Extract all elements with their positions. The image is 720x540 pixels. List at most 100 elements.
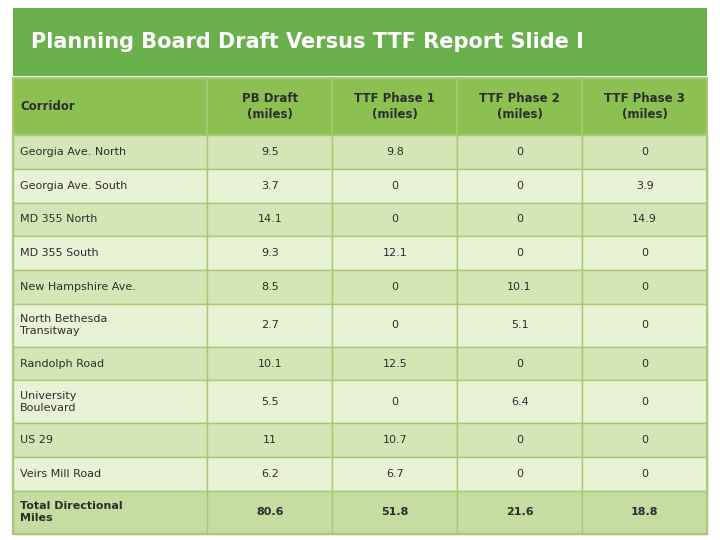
- Text: 9.3: 9.3: [261, 248, 279, 258]
- Text: 0: 0: [516, 469, 523, 479]
- Bar: [582, 135, 707, 169]
- Bar: [582, 491, 707, 534]
- Bar: [332, 457, 457, 491]
- Bar: [13, 380, 207, 423]
- Bar: [457, 78, 582, 135]
- Bar: [582, 457, 707, 491]
- Text: 0: 0: [391, 181, 398, 191]
- Bar: [332, 347, 457, 380]
- Bar: [13, 78, 707, 534]
- Bar: [332, 304, 457, 347]
- Text: 0: 0: [641, 320, 648, 330]
- Text: 3.7: 3.7: [261, 181, 279, 191]
- Bar: [457, 270, 582, 304]
- Text: New Hampshire Ave.: New Hampshire Ave.: [20, 282, 136, 292]
- Text: 0: 0: [391, 282, 398, 292]
- Bar: [207, 237, 332, 270]
- Text: 14.1: 14.1: [257, 214, 282, 225]
- Bar: [332, 202, 457, 237]
- Text: 10.1: 10.1: [258, 359, 282, 368]
- Text: MD 355 North: MD 355 North: [20, 214, 97, 225]
- Text: Total Directional
Miles: Total Directional Miles: [20, 501, 123, 523]
- Bar: [13, 270, 207, 304]
- Bar: [457, 457, 582, 491]
- Bar: [207, 491, 332, 534]
- Text: North Bethesda
Transitway: North Bethesda Transitway: [20, 314, 107, 336]
- Bar: [332, 169, 457, 202]
- Bar: [207, 135, 332, 169]
- Text: 0: 0: [516, 359, 523, 368]
- Text: MD 355 South: MD 355 South: [20, 248, 99, 258]
- Bar: [582, 347, 707, 380]
- Text: 0: 0: [516, 147, 523, 157]
- Text: 0: 0: [391, 397, 398, 407]
- Bar: [13, 457, 207, 491]
- Text: 10.7: 10.7: [382, 435, 407, 445]
- Text: 11: 11: [263, 435, 276, 445]
- Text: Planning Board Draft Versus TTF Report Slide I: Planning Board Draft Versus TTF Report S…: [31, 32, 584, 52]
- Bar: [457, 423, 582, 457]
- Bar: [582, 423, 707, 457]
- Text: 6.2: 6.2: [261, 469, 279, 479]
- Bar: [207, 457, 332, 491]
- Text: 0: 0: [641, 397, 648, 407]
- Bar: [207, 78, 332, 135]
- Bar: [582, 270, 707, 304]
- Bar: [13, 237, 207, 270]
- Text: 18.8: 18.8: [631, 507, 658, 517]
- Text: Veirs Mill Road: Veirs Mill Road: [20, 469, 102, 479]
- Bar: [207, 270, 332, 304]
- Text: US 29: US 29: [20, 435, 53, 445]
- Bar: [13, 169, 207, 202]
- Bar: [13, 8, 707, 76]
- Bar: [457, 169, 582, 202]
- Bar: [332, 380, 457, 423]
- Bar: [207, 347, 332, 380]
- Bar: [13, 135, 207, 169]
- Text: 0: 0: [641, 248, 648, 258]
- Text: 0: 0: [641, 469, 648, 479]
- Bar: [207, 304, 332, 347]
- Text: 3.9: 3.9: [636, 181, 654, 191]
- Bar: [207, 169, 332, 202]
- Text: 0: 0: [641, 359, 648, 368]
- Text: 21.6: 21.6: [506, 507, 534, 517]
- Text: 0: 0: [516, 214, 523, 225]
- Text: 9.8: 9.8: [386, 147, 404, 157]
- Bar: [13, 347, 207, 380]
- Bar: [457, 347, 582, 380]
- Text: 0: 0: [391, 320, 398, 330]
- Bar: [457, 304, 582, 347]
- Bar: [457, 135, 582, 169]
- Bar: [457, 202, 582, 237]
- Text: 5.5: 5.5: [261, 397, 279, 407]
- Text: TTF Phase 2
(miles): TTF Phase 2 (miles): [480, 92, 560, 121]
- Text: 6.4: 6.4: [510, 397, 528, 407]
- Text: 0: 0: [516, 248, 523, 258]
- Bar: [457, 237, 582, 270]
- Bar: [332, 270, 457, 304]
- Bar: [332, 491, 457, 534]
- Bar: [582, 78, 707, 135]
- Text: Georgia Ave. South: Georgia Ave. South: [20, 181, 127, 191]
- Bar: [582, 169, 707, 202]
- Text: 8.5: 8.5: [261, 282, 279, 292]
- Text: 0: 0: [641, 282, 648, 292]
- Text: 12.1: 12.1: [382, 248, 407, 258]
- Text: PB Draft
(miles): PB Draft (miles): [242, 92, 298, 121]
- Text: 5.1: 5.1: [510, 320, 528, 330]
- Text: 0: 0: [641, 147, 648, 157]
- Bar: [332, 135, 457, 169]
- Bar: [13, 304, 207, 347]
- Bar: [332, 423, 457, 457]
- Bar: [582, 237, 707, 270]
- Bar: [13, 491, 207, 534]
- Bar: [582, 304, 707, 347]
- Text: TTF Phase 3
(miles): TTF Phase 3 (miles): [604, 92, 685, 121]
- Bar: [13, 202, 207, 237]
- Text: 0: 0: [641, 435, 648, 445]
- Bar: [332, 237, 457, 270]
- Text: 0: 0: [516, 435, 523, 445]
- Bar: [207, 380, 332, 423]
- Bar: [207, 202, 332, 237]
